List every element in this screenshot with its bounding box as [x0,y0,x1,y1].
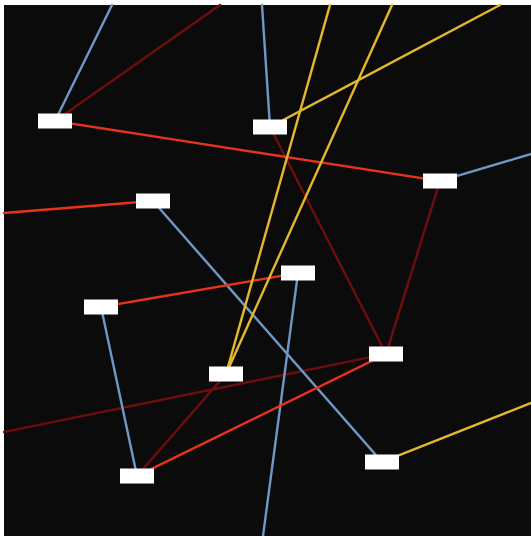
edge-yellow-n2-top-exit-4 [268,3,502,129]
edge-yellow-n7-top-exit-5 [224,3,332,376]
edge-darkred-n3-n9 [384,179,442,356]
node-box-n2[interactable] [253,119,287,135]
edge-blue-n1-top-exit-1 [53,3,114,123]
nodes-layer [38,113,457,484]
edge-darkred-n2-n9 [268,125,388,356]
node-box-n10[interactable] [120,468,154,484]
node-box-n11[interactable] [365,454,399,470]
edge-red-n5-n6 [99,271,300,309]
edge-blue-n6-n10 [99,305,139,478]
node-box-n3[interactable] [423,173,457,189]
edge-yellow-n11-right-exit-2 [380,401,531,464]
edge-yellow-n7-top-exit-6 [224,3,394,376]
edge-darkred-n8-left-exit-2 [2,352,388,434]
node-box-n1[interactable] [38,113,72,129]
edge-blue-n4-n11 [151,199,384,464]
node-box-n5[interactable] [281,265,315,281]
node-box-n7[interactable] [209,366,243,382]
edge-blue-n2-top-exit-3 [260,3,272,129]
node-box-n8[interactable] [369,346,403,362]
edge-red-n1-n3 [53,119,442,183]
edge-darkred-n7-n10 [135,372,228,478]
edge-red-n9-n10 [135,352,388,478]
edges-layer [2,3,531,536]
edge-red-n4-left-exit-1 [2,199,155,215]
node-box-n4[interactable] [136,193,170,209]
node-box-n6[interactable] [84,299,118,315]
edge-darkred-n1-top-exit-2 [53,3,222,123]
